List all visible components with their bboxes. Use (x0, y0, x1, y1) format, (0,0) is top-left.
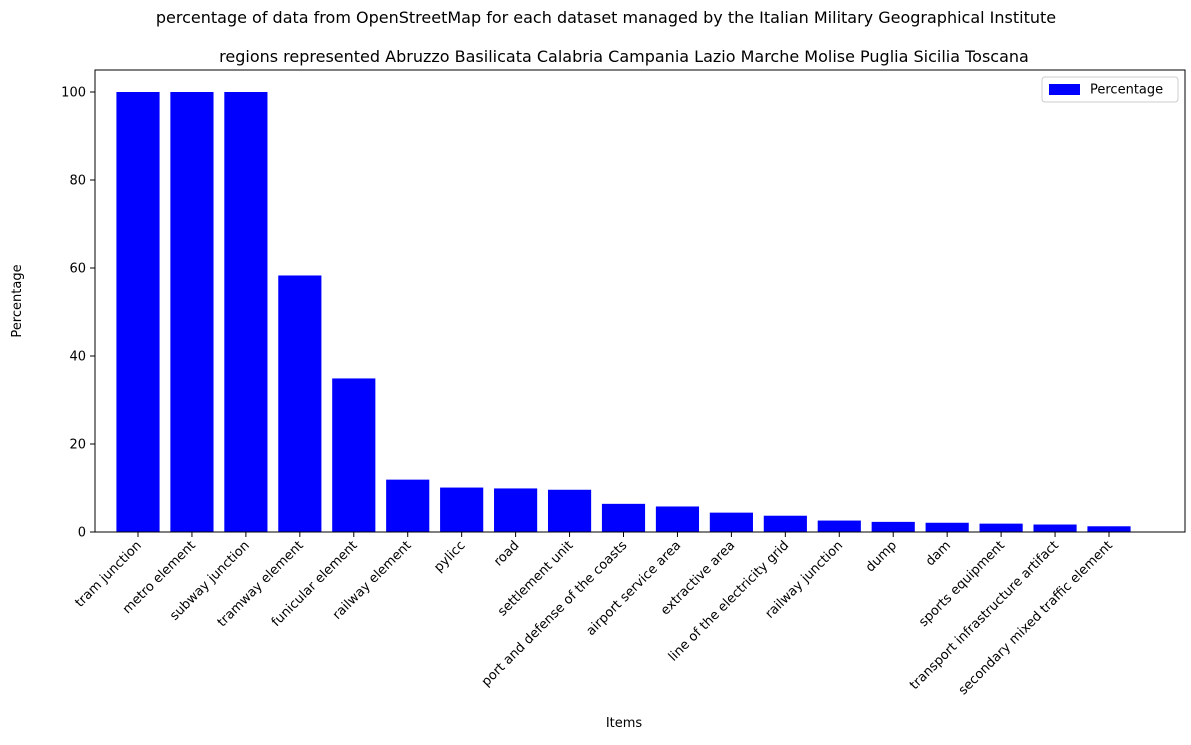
x-axis-label: Items (606, 716, 643, 731)
x-tick-label: pylicc (431, 538, 468, 575)
bar (170, 92, 214, 532)
legend-label: Percentage (1090, 83, 1163, 98)
bar (763, 515, 807, 532)
y-axis-ticks: 0 20 40 60 80 100 (61, 86, 95, 541)
y-tick-label: 40 (69, 350, 86, 365)
x-tick-label: dump (863, 538, 900, 575)
bar (1033, 524, 1077, 532)
x-tick-label: road (491, 538, 522, 569)
bar (494, 488, 538, 532)
bar (1087, 526, 1131, 532)
bar (116, 92, 160, 532)
bar (979, 523, 1023, 532)
y-tick-label: 20 (69, 438, 86, 453)
y-axis-label: Percentage (10, 264, 25, 337)
bar (709, 512, 753, 532)
bar (601, 503, 646, 532)
bar (332, 378, 376, 532)
y-tick-label: 60 (69, 262, 86, 277)
x-tick-label: airport service area (584, 538, 685, 639)
figure-suptitle: percentage of data from OpenStreetMap fo… (156, 8, 1056, 27)
y-tick-label: 100 (61, 86, 86, 101)
bar (655, 506, 700, 532)
y-tick-label: 0 (78, 526, 86, 541)
bar (925, 522, 969, 532)
legend-swatch (1049, 84, 1080, 95)
bars-layer (116, 92, 1131, 532)
bar (386, 479, 430, 532)
axes-frame (94, 69, 1186, 533)
bar (224, 92, 268, 532)
x-tick-label: dam (923, 538, 954, 569)
bar (278, 275, 322, 532)
bar (871, 521, 915, 532)
bar (440, 487, 484, 532)
legend-box (1041, 76, 1179, 103)
bar (817, 520, 861, 532)
y-tick-label: 80 (69, 174, 86, 189)
chart-title: regions represented Abruzzo Basilicata C… (219, 47, 1029, 66)
legend: Percentage (1041, 76, 1179, 103)
bar (547, 489, 592, 532)
